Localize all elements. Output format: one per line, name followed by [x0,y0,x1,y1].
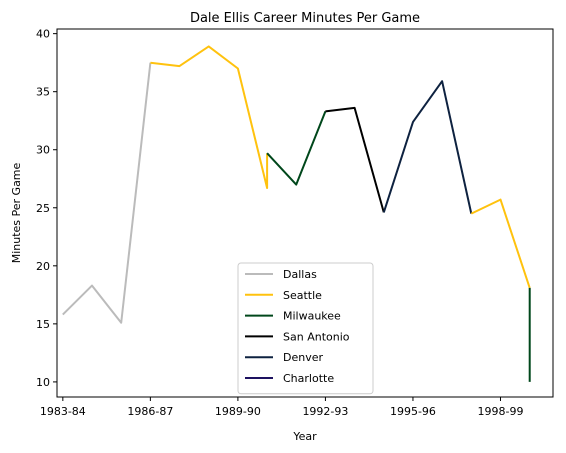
legend-label-dallas: Dallas [283,268,317,281]
x-tick-label: 1992-93 [302,405,348,418]
y-tick-label: 10 [36,376,50,389]
x-tick-label: 1989-90 [215,405,261,418]
series-line-denver-4 [382,80,473,214]
legend-label-denver: Denver [283,351,323,364]
y-tick-label: 40 [36,28,50,41]
legend: Dallas Seattle Milwaukee San Antonio Denver C… [237,262,374,395]
legend-label-milwaukee: Milwaukee [283,310,341,323]
legend-label-charlotte: Charlotte [283,372,334,385]
x-axis-ticks: 1983-84 1986-87 1989-90 1992-93 1995-96 1998-… [40,397,523,418]
series-line-seattle-6 [470,198,531,289]
y-axis-label: Minutes Per Game [10,162,23,263]
series-line-milwaukee-2 [266,111,327,186]
series-line-san-antonio-3 [325,106,385,213]
y-tick-label: 25 [36,202,50,215]
legend-label-seattle: Seattle [283,289,322,302]
plot-frame [56,28,554,398]
x-axis-label: Year [292,430,317,443]
x-tick-label: 1998-99 [477,405,523,418]
y-tick-label: 35 [36,86,50,99]
y-tick-label: 15 [36,318,50,331]
series-line-seattle-1 [150,45,269,189]
x-tick-label: 1986-87 [127,405,173,418]
y-tick-label: 20 [36,260,50,273]
y-tick-label: 30 [36,144,50,157]
x-tick-label: 1995-96 [390,405,436,418]
series-line-dallas-0 [62,62,152,324]
legend-label-san-antonio: San Antonio [283,330,350,343]
chart-title: Dale Ellis Career Minutes Per Game [190,11,420,26]
y-axis-ticks: 10 15 20 25 30 35 40 [36,28,57,389]
plot-lines [62,45,531,382]
x-tick-label: 1983-84 [40,405,86,418]
